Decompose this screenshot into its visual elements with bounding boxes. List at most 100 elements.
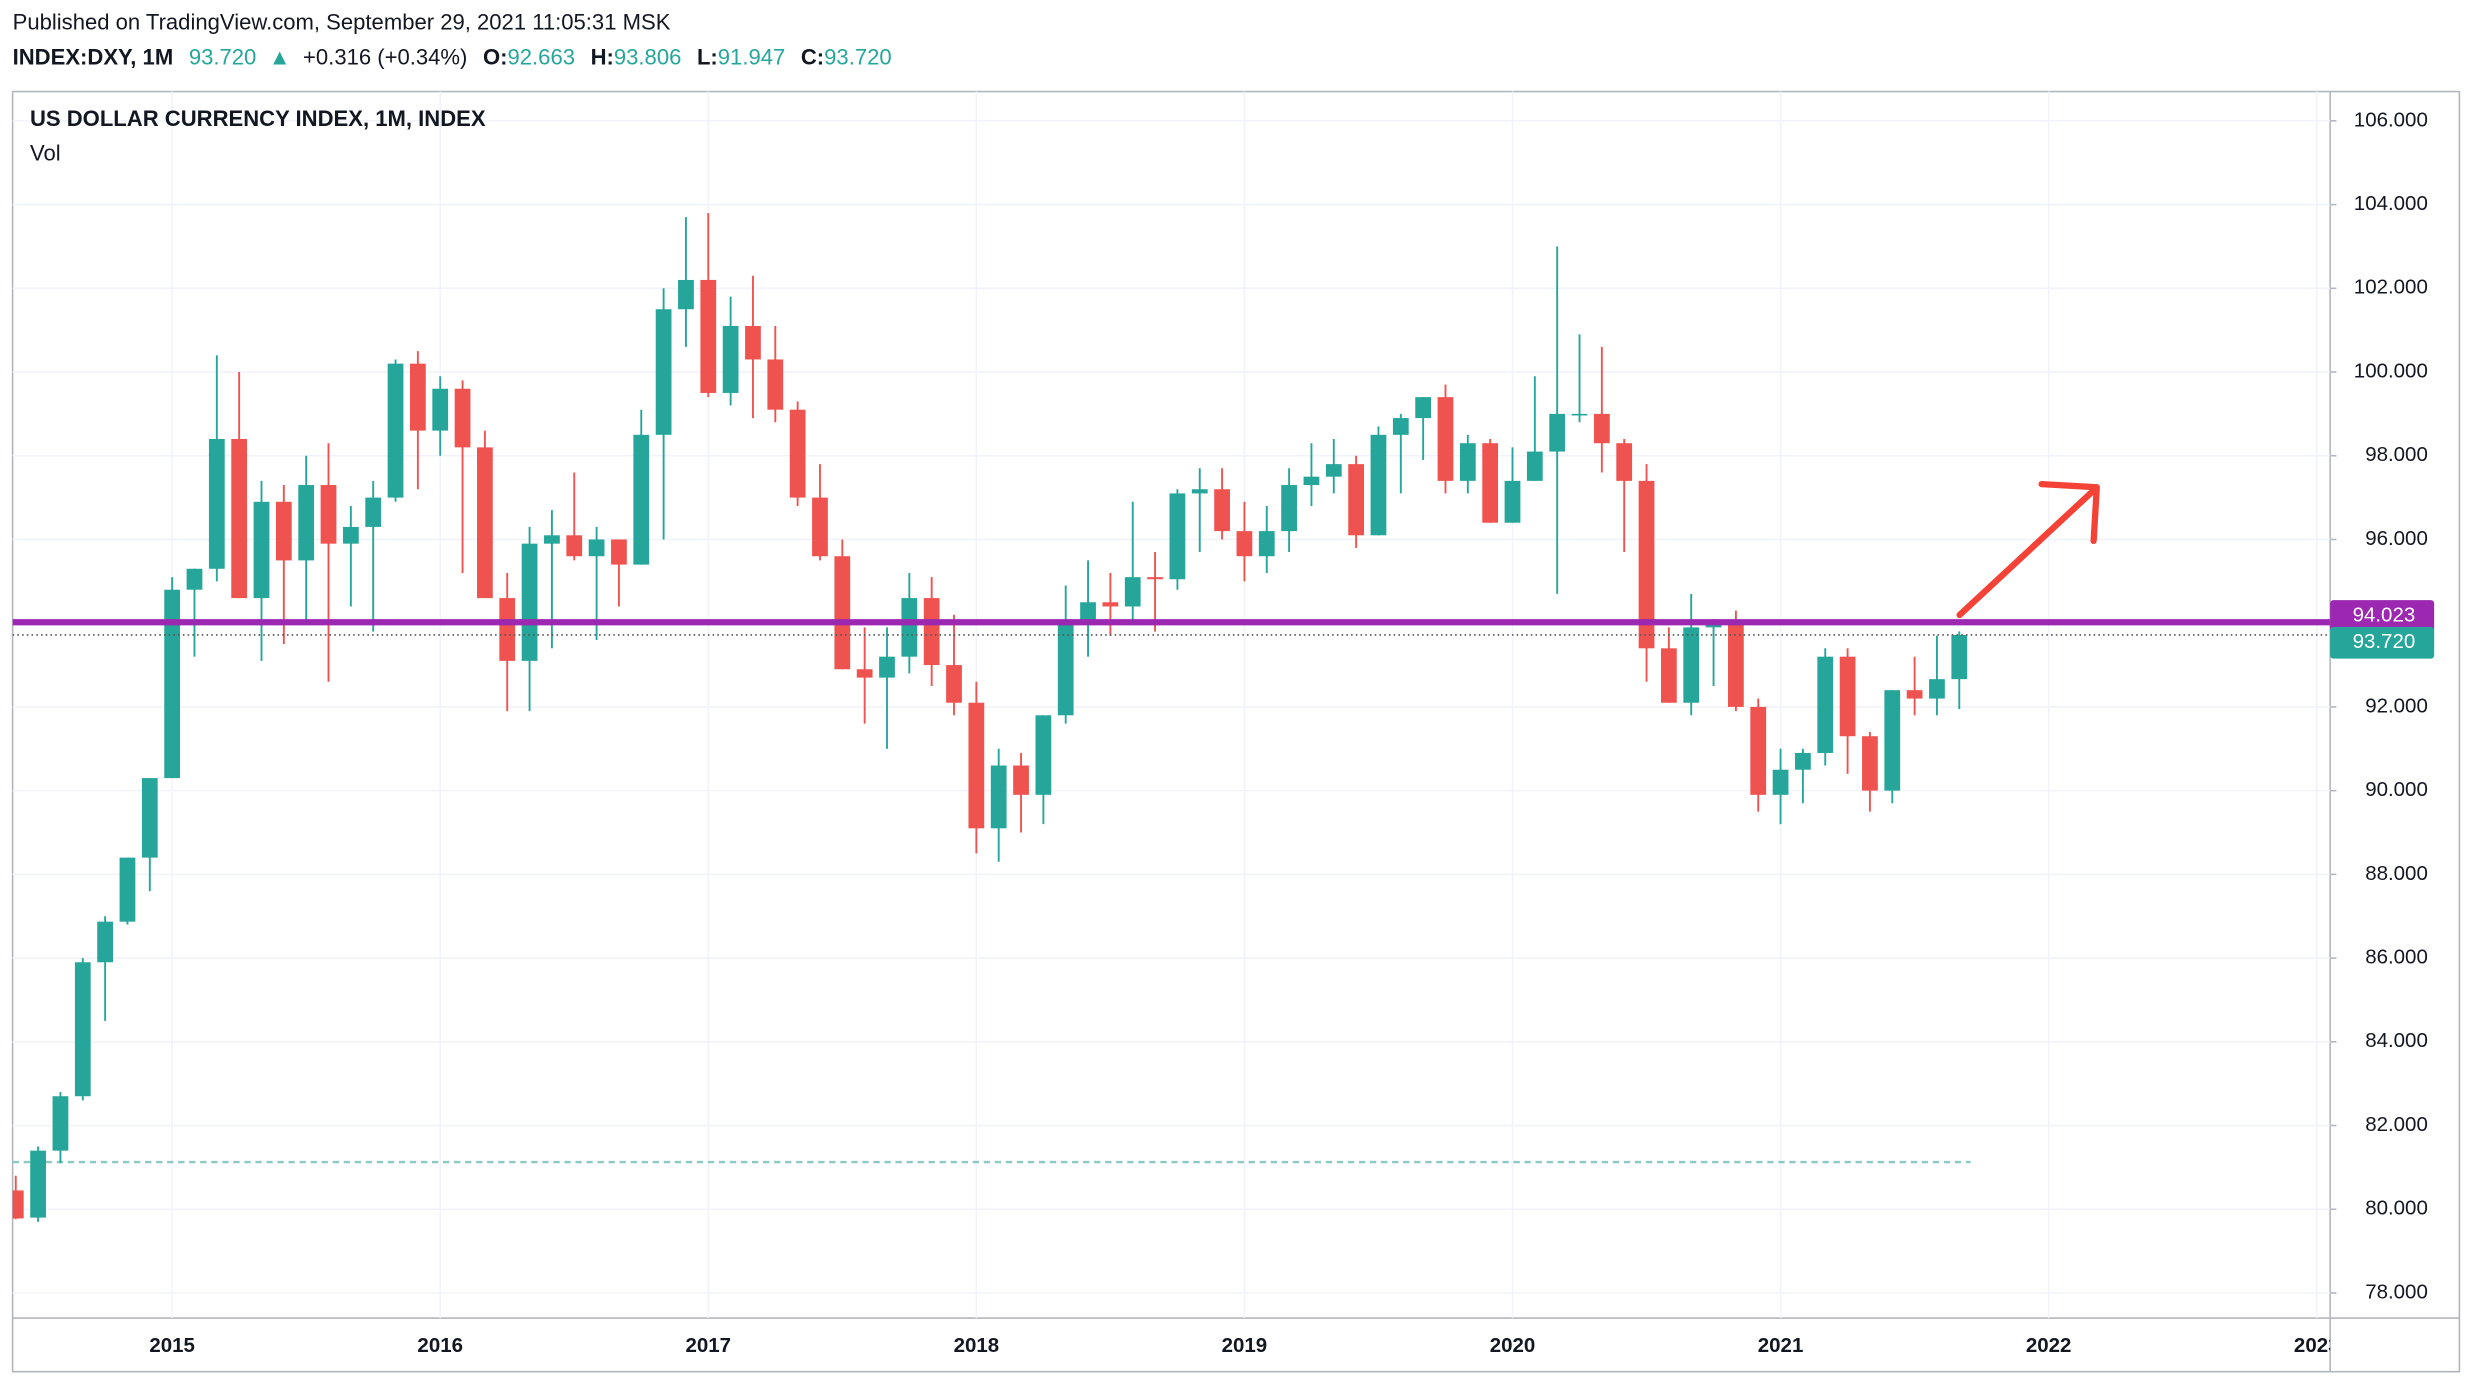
y-tick-label: 78.000 — [2365, 1280, 2428, 1303]
candle-body — [1057, 623, 1074, 716]
candle-body — [365, 497, 382, 527]
y-tick-label: 106.000 — [2354, 108, 2428, 131]
candle-body — [141, 778, 158, 858]
change: +0.316 (+0.34%) — [303, 44, 467, 69]
candle-body — [409, 363, 426, 431]
candle-body — [1571, 413, 1588, 416]
candle-body — [1482, 443, 1499, 523]
y-tick-label: 84.000 — [2365, 1029, 2428, 1052]
arrow-head — [2038, 480, 2100, 545]
candle-body — [544, 535, 560, 544]
candle-body — [320, 485, 337, 544]
y-tick-label: 100.000 — [2354, 359, 2428, 382]
candle-body — [1392, 418, 1409, 435]
grid — [12, 91, 2331, 1319]
candles — [12, 212, 2331, 1222]
arrow-annotation — [1956, 480, 2100, 619]
candle-body — [767, 359, 784, 410]
candle-body — [1683, 627, 1700, 703]
price-line-badge — [2330, 600, 2435, 632]
price-line-badge — [2330, 627, 2435, 659]
candle-body — [387, 363, 404, 498]
candle-body — [1549, 413, 1566, 452]
x-tick-label: 2021 — [1758, 1334, 1804, 1357]
y-tick-label: 82.000 — [2365, 1113, 2428, 1136]
candle-body — [1795, 752, 1811, 770]
candle-body — [879, 656, 895, 678]
close-label: C: — [801, 44, 824, 69]
candle-body — [52, 1096, 69, 1151]
high-label: H: — [591, 44, 614, 69]
candle-body — [812, 497, 828, 557]
candle-body — [275, 501, 292, 561]
candle-body — [678, 279, 694, 310]
candle-body — [1303, 476, 1320, 486]
y-tick-label: 102.000 — [2354, 276, 2428, 299]
candle-body — [588, 539, 605, 557]
y-tick-label: 104.000 — [2354, 192, 2428, 215]
candle-body — [901, 598, 918, 657]
price-line-label: 93.720 — [2353, 630, 2416, 653]
candle-body — [1169, 493, 1186, 580]
low-label: L: — [697, 44, 718, 69]
candle-body — [1437, 397, 1454, 481]
candle-body — [1817, 656, 1834, 753]
x-tick-label: 2018 — [954, 1334, 1000, 1357]
candle-body — [499, 598, 516, 661]
high-value: 93.806 — [614, 44, 681, 69]
candle-body — [1839, 656, 1856, 737]
symbol-line: INDEX:DXY, 1M 93.720 ▲ +0.316 (+0.34%) O… — [13, 44, 892, 69]
candle-body — [231, 439, 248, 599]
candle-body — [1660, 648, 1677, 703]
arrow-shaft — [1956, 487, 2097, 619]
candle-body — [1214, 489, 1230, 532]
candle-body — [566, 535, 583, 557]
candle-body — [1124, 577, 1141, 607]
y-tick-label: 86.000 — [2365, 945, 2428, 968]
last-price: 93.720 — [189, 44, 256, 69]
candle-body — [1325, 464, 1342, 477]
candle-body — [1884, 690, 1901, 791]
candle-body — [1370, 434, 1387, 536]
candle-body — [208, 439, 225, 569]
candle-body — [521, 543, 538, 661]
candle-body — [253, 501, 270, 599]
candle-body — [1504, 480, 1521, 523]
candle-body — [923, 598, 940, 666]
candle-body — [1102, 602, 1119, 607]
y-tick-label: 88.000 — [2365, 862, 2428, 885]
x-tick-label: 2023 — [2294, 1334, 2340, 1357]
x-tick-label: 2015 — [149, 1334, 195, 1357]
y-tick-label: 90.000 — [2365, 778, 2428, 801]
low-value: 91.947 — [718, 44, 785, 69]
candle-body — [633, 434, 650, 565]
candle-body — [946, 665, 962, 703]
candle-body — [789, 409, 806, 498]
candle-body — [1906, 690, 1923, 699]
open-label: O: — [483, 44, 508, 69]
candle-body — [164, 589, 181, 779]
candle-body — [1236, 531, 1253, 557]
published-note: Published on TradingView.com, September … — [13, 10, 671, 35]
candle-body — [990, 765, 1007, 829]
candle-body — [1080, 602, 1096, 624]
symbol: INDEX:DXY, 1M — [13, 44, 174, 69]
chart-frame — [11, 90, 2461, 1373]
candle-body — [119, 857, 136, 922]
candle-body — [1526, 451, 1543, 481]
candle-body — [74, 962, 91, 1097]
axes: 78.000 80.000 82.000 84.000 86.000 88.000 90.0… — [149, 108, 2435, 1357]
candle-body — [745, 325, 761, 360]
candle-body — [700, 279, 717, 393]
price-line-label: 94.023 — [2353, 603, 2416, 626]
candle-body — [968, 702, 985, 829]
candle-body — [1951, 634, 1968, 680]
candle-body — [1035, 715, 1052, 795]
candle-body — [1191, 489, 1208, 494]
candle-body — [342, 526, 359, 544]
candle-body — [432, 388, 449, 431]
open-value: 92.663 — [508, 44, 575, 69]
candle-body — [30, 1150, 46, 1218]
